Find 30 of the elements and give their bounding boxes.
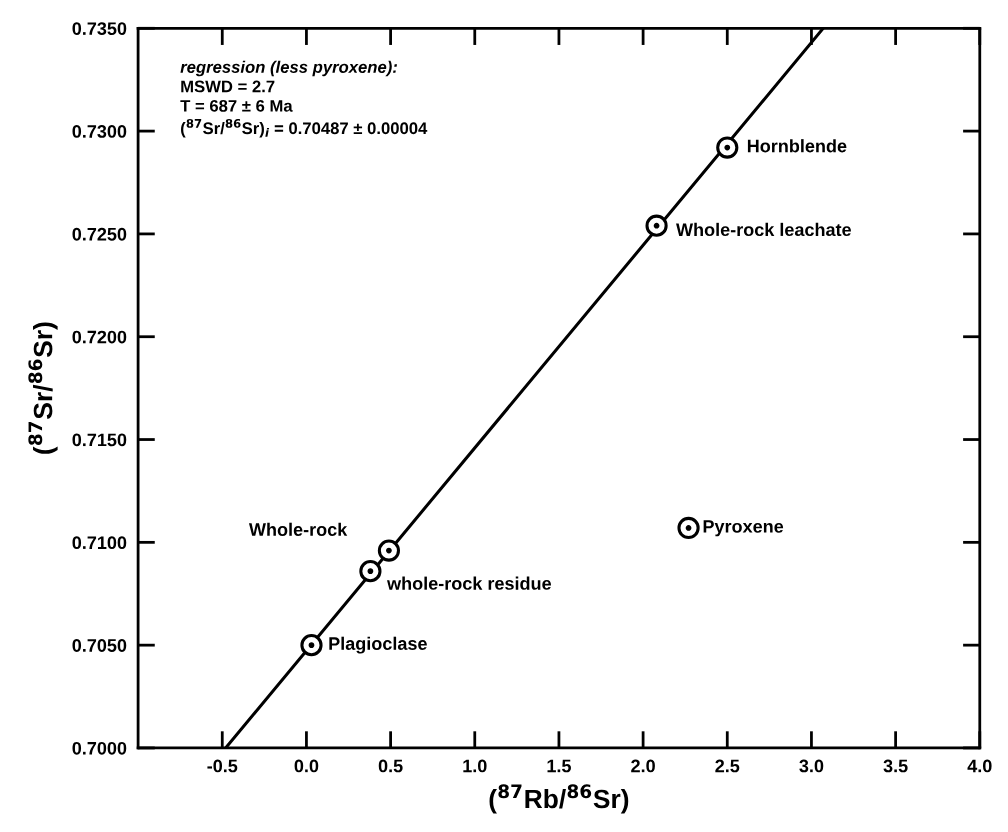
y-tick-label: 0.7200 [72, 330, 127, 344]
x-tick-label: -0.5 [207, 759, 238, 773]
y-tick-label: 0.7250 [72, 227, 127, 241]
x-tick-label: 2.0 [631, 759, 655, 773]
y-tick-label: 0.7000 [72, 741, 127, 755]
y-axis-title: ($^{87}$Sr/$^{86}$Sr) [28, 322, 58, 454]
x-tick-label: 4.0 [967, 759, 992, 773]
annotation: Hornblende [747, 139, 847, 153]
annotation: ($^{87}$Sr/$^{86}$Sr)$_{i}$ = 0.70487 ± 0.00004 [181, 118, 428, 138]
x-tick-label: 2.5 [715, 759, 740, 773]
y-tick-label: 0.7100 [72, 536, 127, 550]
annotation: regression (less pyroxene): [180, 60, 398, 77]
y-tick-label: 0.7350 [72, 22, 127, 36]
annotation: Whole-rock [248, 522, 348, 536]
annotation: T = 687 ± 6 Ma [180, 99, 293, 112]
x-tick-label: 3.5 [883, 759, 908, 773]
x-axis-title: ($^{87}$Rb/$^{86}$Sr) [489, 784, 629, 814]
x-tick-label: 0.5 [378, 759, 403, 773]
x-tick-label: 1.0 [463, 759, 487, 773]
y-tick-label: 0.7150 [72, 433, 127, 447]
annotation: Pyroxene [703, 520, 784, 537]
annotation: MSWD = 2.7 [181, 80, 275, 93]
y-tick-label: 0.7300 [72, 125, 127, 138]
annotation: Whole-rock leachate [676, 222, 851, 237]
annotation: whole-rock residue [387, 576, 551, 590]
annotation: Plagioclase [329, 636, 427, 654]
x-tick-label: 1.5 [547, 759, 571, 773]
x-tick-label: 0.0 [294, 759, 319, 773]
y-tick-label: 0.7050 [72, 639, 127, 652]
x-tick-label: 3.0 [799, 759, 824, 773]
